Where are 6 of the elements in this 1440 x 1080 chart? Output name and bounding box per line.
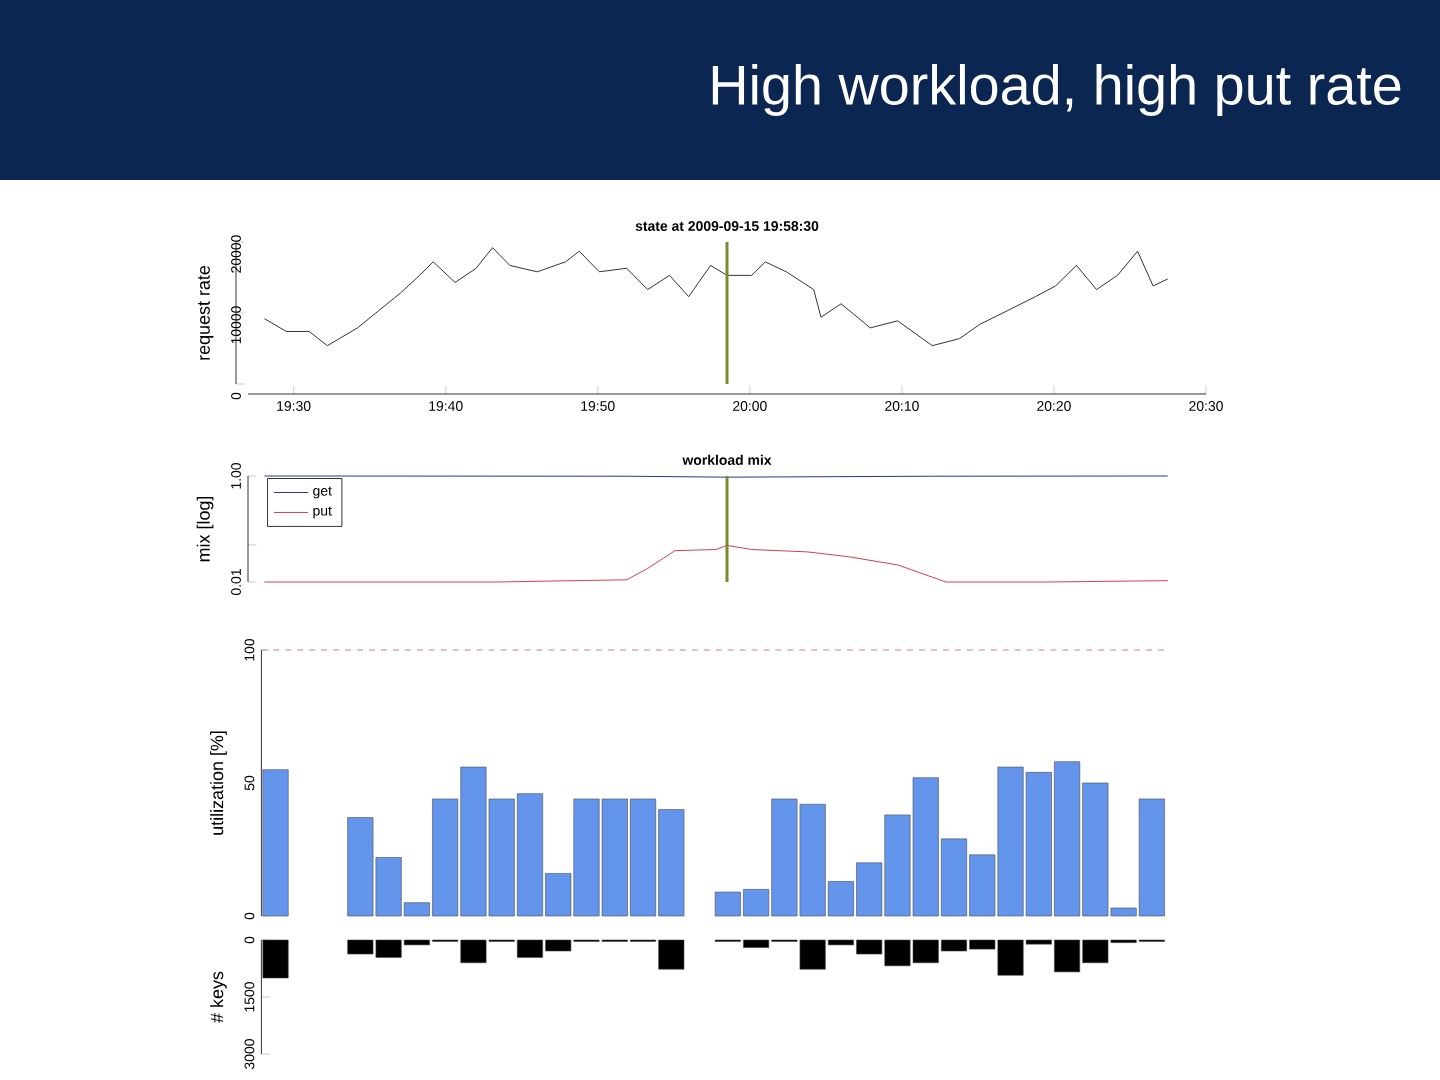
y-axis-title: # keys xyxy=(210,971,227,1023)
y-axis-title: request rate xyxy=(198,265,214,360)
bar xyxy=(262,769,289,917)
y-axis-title: utilization [%] xyxy=(210,731,227,835)
chart-title: High workload, high put rate xyxy=(712,64,1401,116)
y-axis-title: mix [log] xyxy=(196,496,214,562)
